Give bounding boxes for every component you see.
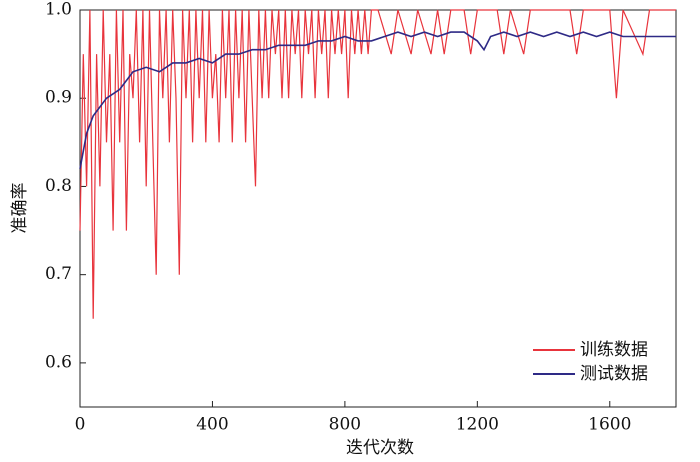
y-tick-label: 0.6 xyxy=(45,352,72,372)
y-tick-label: 0.9 xyxy=(45,88,72,108)
x-tick-label: 0 xyxy=(75,415,86,435)
y-tick-label: 0.8 xyxy=(45,176,72,196)
y-axis-label: 准确率 xyxy=(10,183,30,234)
series-line xyxy=(79,31,676,169)
x-tick-label: 800 xyxy=(329,415,361,435)
y-tick-label: 1.0 xyxy=(45,0,72,20)
y-tick-label: 0.7 xyxy=(45,264,72,284)
x-axis-label: 迭代次数 xyxy=(346,438,414,458)
x-tick-label: 400 xyxy=(196,415,228,435)
x-tick-label: 1600 xyxy=(588,415,631,435)
series-line xyxy=(79,9,676,319)
x-tick-label: 1200 xyxy=(456,415,499,435)
legend-label: 训练数据 xyxy=(580,340,648,360)
legend-label: 测试数据 xyxy=(580,364,648,384)
